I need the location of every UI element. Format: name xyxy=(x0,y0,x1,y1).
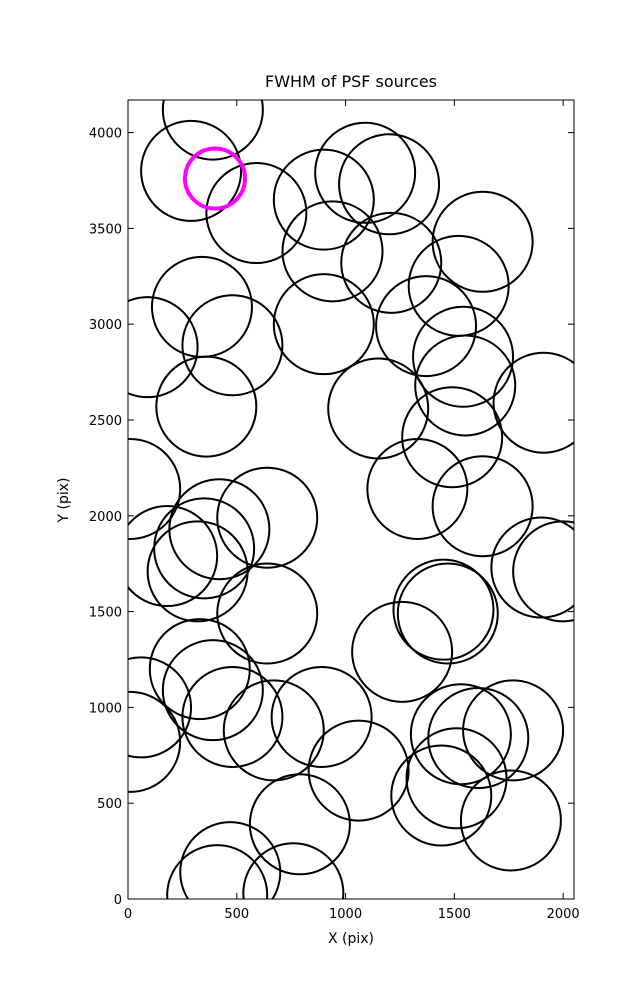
plot-area xyxy=(128,100,574,899)
y-tick-label: 3500 xyxy=(89,222,122,237)
y-tick-label: 2000 xyxy=(89,510,122,525)
psf-source xyxy=(338,133,441,236)
psf-source xyxy=(462,679,565,782)
psf-source xyxy=(401,386,504,489)
psf-source xyxy=(431,190,534,293)
x-tick-label: 1000 xyxy=(329,907,362,922)
x-tick-label: 2000 xyxy=(547,907,580,922)
psf-source xyxy=(161,100,264,161)
y-tick-label: 3000 xyxy=(89,318,122,333)
psf-source xyxy=(181,665,284,768)
psf-source xyxy=(242,842,345,899)
axes-frame xyxy=(127,99,575,900)
y-tick-label: 0 xyxy=(114,893,122,908)
psf-source xyxy=(272,273,375,376)
psf-source xyxy=(140,119,243,222)
x-tick-label: 500 xyxy=(224,907,249,922)
psf-source xyxy=(128,656,193,759)
y-tick-label: 2500 xyxy=(89,414,122,429)
y-tick-label: 4000 xyxy=(89,127,122,142)
psf-source xyxy=(351,600,454,703)
y-axis-label: Y (pix) xyxy=(56,478,72,524)
psf-source xyxy=(412,305,515,408)
psf-source xyxy=(222,679,325,782)
y-tick-label: 1000 xyxy=(89,701,122,716)
psf-source xyxy=(512,520,574,623)
x-tick-label: 0 xyxy=(124,907,132,922)
psf-source xyxy=(128,437,182,540)
psf-source xyxy=(128,505,219,608)
psf-source xyxy=(490,516,574,619)
psf-source xyxy=(281,200,384,303)
y-tick-label: 500 xyxy=(97,797,122,812)
psf-source xyxy=(146,520,249,623)
psf-source xyxy=(183,146,248,211)
chart-title: FWHM of PSF sources xyxy=(265,72,437,91)
psf-source xyxy=(179,821,282,899)
x-axis-label: X (pix) xyxy=(328,931,374,947)
psf-source xyxy=(161,639,264,742)
psf-source xyxy=(270,665,373,768)
psf-source xyxy=(392,558,495,661)
psf-source xyxy=(340,211,443,314)
x-tick-label: 1500 xyxy=(438,907,471,922)
psf-source xyxy=(414,334,517,437)
psf-source xyxy=(181,294,284,397)
psf-source xyxy=(459,769,562,872)
psf-source xyxy=(390,744,493,847)
psf-source xyxy=(375,275,478,378)
psf-source xyxy=(216,562,319,665)
psf-source xyxy=(216,466,319,569)
psf-source xyxy=(396,562,499,665)
y-tick-label: 1500 xyxy=(89,606,122,621)
psf-source xyxy=(128,296,199,399)
psf-source xyxy=(492,351,574,454)
psf-source xyxy=(307,719,410,822)
psf-source xyxy=(248,773,351,876)
psf-source xyxy=(314,121,417,224)
psf-source xyxy=(128,690,182,793)
psf-source xyxy=(205,162,308,265)
psf-source xyxy=(272,148,375,251)
psf-source xyxy=(405,727,508,830)
psf-source xyxy=(155,355,258,458)
psf-source xyxy=(366,437,469,540)
psf-source xyxy=(166,844,269,899)
psf-source xyxy=(431,455,534,558)
